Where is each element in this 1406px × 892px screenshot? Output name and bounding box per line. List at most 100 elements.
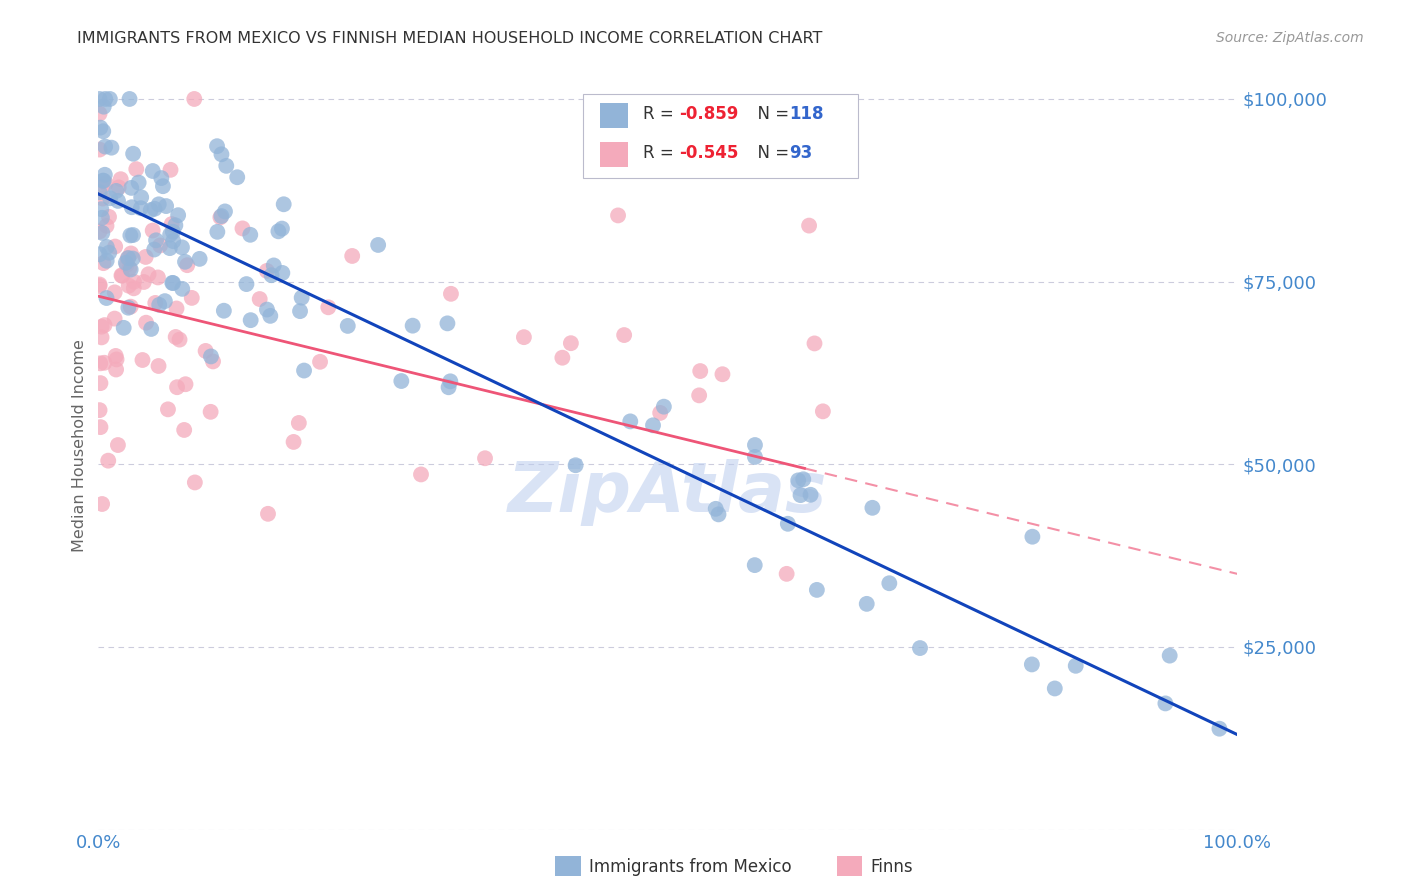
Point: [143, 243, 166, 257]
Y-axis label: Median Household Income: Median Household Income: [72, 340, 87, 552]
Point: [93, 356, 115, 370]
Point: [162, 276, 184, 290]
Point: [98, 191, 121, 205]
Point: [104, 239, 127, 253]
Point: [166, 301, 188, 316]
Point: [131, 353, 153, 368]
Point: [89, 376, 111, 391]
Point: [340, 249, 363, 263]
Point: [811, 404, 834, 418]
Point: [97, 453, 120, 467]
Point: [89, 279, 111, 293]
Point: [118, 92, 141, 106]
Point: [860, 500, 883, 515]
Point: [744, 438, 766, 452]
Point: [159, 227, 181, 242]
Point: [96, 291, 118, 305]
Point: [271, 221, 294, 235]
Point: [166, 380, 188, 394]
Text: Immigrants from Mexico: Immigrants from Mexico: [589, 858, 792, 876]
Point: [148, 359, 170, 373]
Point: [146, 270, 169, 285]
Point: [704, 501, 727, 516]
Point: [215, 159, 238, 173]
Point: [613, 328, 636, 343]
Point: [184, 475, 207, 490]
Point: [231, 221, 253, 235]
Point: [96, 253, 118, 268]
Point: [105, 352, 128, 367]
Point: [117, 251, 139, 265]
Point: [91, 179, 114, 194]
Point: [707, 508, 730, 522]
Point: [249, 292, 271, 306]
Point: [855, 597, 877, 611]
Point: [560, 336, 582, 351]
Point: [440, 286, 463, 301]
Point: [122, 146, 145, 161]
Point: [165, 330, 187, 344]
Point: [89, 143, 111, 157]
Point: [214, 204, 236, 219]
Point: [89, 420, 111, 434]
Point: [257, 507, 280, 521]
Point: [607, 208, 630, 222]
Point: [202, 354, 225, 368]
Point: [160, 217, 183, 231]
Point: [211, 147, 233, 161]
Point: [170, 240, 193, 254]
Point: [291, 291, 314, 305]
Point: [316, 301, 339, 315]
Text: Finns: Finns: [870, 858, 912, 876]
Point: [162, 225, 184, 239]
Point: [744, 450, 766, 464]
Point: [91, 192, 114, 206]
Point: [120, 246, 142, 260]
Point: [141, 322, 163, 336]
Text: N =: N =: [747, 145, 794, 162]
Point: [89, 247, 111, 261]
Point: [180, 291, 202, 305]
Text: 118: 118: [789, 105, 824, 123]
Point: [94, 168, 117, 182]
Point: [149, 238, 172, 252]
Point: [256, 264, 278, 278]
Point: [689, 364, 711, 378]
Point: [1021, 657, 1043, 672]
Point: [155, 199, 177, 213]
Point: [711, 368, 734, 382]
Point: [120, 262, 142, 277]
Point: [803, 336, 825, 351]
Point: [90, 319, 112, 334]
Point: [267, 224, 290, 238]
Point: [436, 317, 458, 331]
Point: [162, 234, 184, 248]
Point: [90, 330, 112, 344]
Text: N =: N =: [747, 105, 794, 123]
Point: [98, 210, 121, 224]
Point: [205, 139, 228, 153]
Point: [688, 388, 710, 402]
Point: [183, 92, 205, 106]
Point: [159, 162, 181, 177]
Point: [789, 488, 811, 502]
Point: [641, 418, 664, 433]
Point: [143, 202, 166, 216]
Point: [89, 92, 111, 106]
Point: [652, 400, 675, 414]
Point: [104, 285, 127, 300]
Point: [122, 281, 145, 295]
Point: [367, 238, 389, 252]
Point: [797, 219, 820, 233]
Point: [1159, 648, 1181, 663]
Point: [111, 268, 134, 283]
Point: [787, 474, 810, 488]
Point: [176, 258, 198, 272]
Point: [194, 343, 217, 358]
Point: [1208, 722, 1230, 736]
Point: [775, 566, 797, 581]
Point: [619, 414, 641, 428]
Point: [114, 256, 136, 270]
Point: [142, 164, 165, 178]
Text: ZipAtlas: ZipAtlas: [508, 458, 828, 525]
